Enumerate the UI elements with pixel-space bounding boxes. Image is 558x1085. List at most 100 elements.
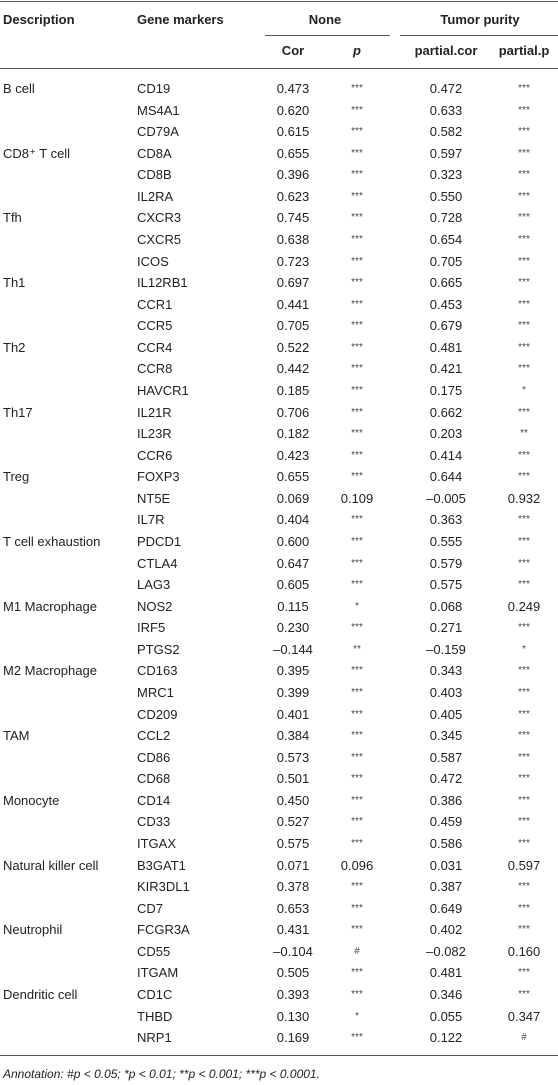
value-cell: # [521,1032,527,1044]
value-cell: –0.104 [273,943,313,959]
top-rule [0,1,558,2]
value-cell: 0.423 [276,447,310,463]
value-cell: 0.745 [276,210,310,226]
value-cell: 0.363 [429,512,463,528]
value-cell: *** [518,924,530,936]
gene-cell: CD86 [137,749,171,765]
value-cell: *** [518,816,530,828]
value-cell: 0.620 [276,102,310,118]
value-cell: 0.393 [276,986,310,1002]
gene-cell: IRF5 [137,620,166,636]
value-cell: *** [351,384,363,396]
gene-cell: CCR1 [137,296,173,312]
value-cell: 0.597 [507,857,541,873]
value-cell: 0.654 [429,231,463,247]
value-cell: ** [520,428,528,440]
group-rule [265,35,390,36]
header-cell: Tumor purity [440,12,520,27]
value-cell: *** [518,277,530,289]
value-cell: 0.431 [276,922,310,938]
gene-cell: CCR5 [137,318,173,334]
value-cell: *** [351,83,363,94]
value-cell: *** [351,1032,363,1044]
value-cell: *** [351,686,363,698]
value-cell: 0.130 [276,1008,310,1024]
value-cell: 0.401 [276,706,310,722]
value-cell: *** [518,83,530,94]
value-cell: *** [518,406,530,418]
value-cell: *** [518,298,530,310]
value-cell: 0.402 [429,922,463,938]
value-cell: *** [518,320,530,332]
gene-cell: CD163 [137,663,178,679]
value-cell: 0.527 [276,814,310,830]
value-cell: 0.605 [276,577,310,593]
gene-cell: CCR6 [137,447,173,463]
gene-cell: IL2RA [137,188,174,204]
header-cell: partial.cor [414,43,478,58]
value-cell: *** [351,363,363,375]
value-cell: 0.071 [276,857,310,873]
value-cell: 0.600 [276,533,310,549]
value-cell: *** [518,579,530,591]
value-cell: 0.115 [277,598,309,614]
description-cell: Neutrophil [3,922,63,938]
value-cell: *** [351,277,363,289]
value-cell: *** [351,751,363,763]
value-cell: 0.442 [276,361,310,377]
value-cell: *** [351,428,363,440]
value-cell: *** [351,341,363,353]
value-cell: 0.096 [340,857,374,873]
value-cell: *** [518,773,530,785]
value-cell: 0.343 [429,663,463,679]
gene-cell: IL21R [137,404,172,420]
value-cell: *** [351,169,363,181]
gene-cell: CD8A [137,145,172,161]
value-cell: 0.932 [507,490,541,506]
value-cell: 0.579 [429,555,463,571]
gene-cell: MS4A1 [137,102,180,118]
value-cell: *** [351,837,363,849]
description-cell: TAM [3,728,30,744]
gene-cell: LAG3 [137,577,171,593]
description-cell: Natural killer cell [3,857,99,873]
value-cell: 0.649 [429,900,463,916]
value-cell: *** [351,190,363,202]
gene-cell: IL23R [137,426,172,442]
value-cell: 0.501 [276,771,310,787]
value-cell: *** [351,794,363,806]
value-cell: 0.453 [429,296,463,312]
header-cell: Gene markers [137,12,224,27]
value-cell: 0.587 [429,749,463,765]
value-cell: 0.387 [429,879,463,895]
value-cell: *** [351,514,363,526]
gene-cell: CD79A [137,124,179,140]
description-cell: B cell [3,81,35,96]
description-cell: Treg [3,469,30,485]
value-cell: 0.575 [429,577,463,593]
value-cell: *** [518,686,530,698]
value-cell: 0.481 [429,339,463,355]
value-cell: *** [351,967,363,979]
gene-cell: KIR3DL1 [137,879,190,895]
value-cell: 0.122 [429,1030,463,1046]
value-cell: 0.573 [276,749,310,765]
value-cell: *** [351,924,363,936]
gene-cell: ITGAX [137,835,177,851]
value-cell: *** [351,557,363,569]
description-cell: T cell exhaustion [3,533,101,549]
gene-cell: CD14 [137,792,171,808]
value-cell: 0.271 [429,620,463,636]
value-cell: *** [518,169,530,181]
value-cell: 0.472 [429,81,463,96]
value-cell: 0.203 [429,426,463,442]
value-cell: –0.159 [426,641,466,657]
value-cell: 0.384 [276,728,310,744]
value-cell: *** [518,449,530,461]
value-cell: 0.705 [429,253,463,269]
value-cell: 0.160 [507,943,541,959]
value-cell: * [355,600,359,612]
header-cell: partial.p [498,43,550,58]
value-cell: *** [518,902,530,914]
value-cell: 0.575 [276,835,310,851]
